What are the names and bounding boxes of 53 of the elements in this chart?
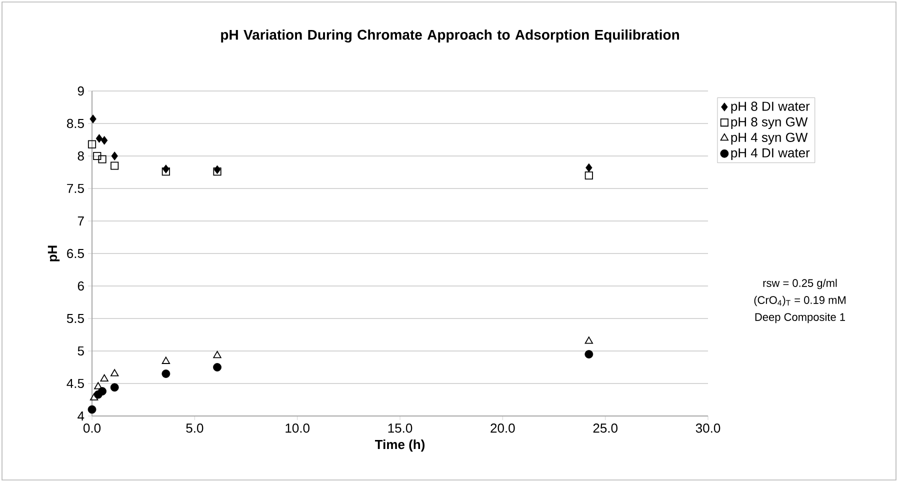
point [584, 350, 594, 358]
x-tick-label: 15.0 [388, 424, 412, 433]
y-tick-label: 8.5 [66, 118, 84, 128]
legend-label: pH 8 syn GW [731, 117, 808, 130]
y-tick-label: 5.5 [66, 314, 84, 324]
point [98, 155, 106, 164]
y-axis-title: pH [48, 246, 60, 262]
text: Deep Composite 1 [755, 312, 845, 324]
point [213, 363, 222, 372]
point [110, 369, 119, 376]
y-tick-label: 7.5 [67, 184, 84, 194]
y-tick-label: 6 [78, 281, 84, 291]
legend-label: pH 4 DI water [731, 148, 810, 160]
point [94, 382, 102, 390]
point [100, 374, 108, 382]
point [100, 136, 108, 145]
point [90, 393, 98, 400]
x-tick-label: 20.0 [490, 424, 515, 433]
y-tick-label: 4 [78, 412, 84, 420]
point [584, 171, 593, 180]
legend-label: pH 4 syn GW [731, 132, 808, 145]
y-tick-label: 5 [78, 346, 84, 356]
point [93, 152, 102, 160]
y-tick-label: 9 [78, 86, 84, 96]
text: rsw = 0.25 g/ml [763, 278, 837, 290]
x-tick-label: 5.0 [186, 424, 204, 433]
point [584, 336, 593, 344]
chart-title: pH Variation During Chromate Approach to Adsorption Equilibration [221, 29, 679, 43]
point [98, 387, 106, 396]
point [162, 370, 170, 378]
x-tick-label: 0.0 [83, 424, 101, 433]
point [110, 162, 119, 170]
x-tick-label: 30.0 [696, 424, 720, 433]
legend-label: pH 8 DI water [731, 102, 810, 114]
point [110, 383, 119, 392]
x-tick-label: 25.0 [593, 424, 618, 433]
y-tick-label: 7 [78, 216, 84, 226]
point [90, 114, 96, 124]
point [88, 405, 96, 414]
y-tick-label: 4.5 [66, 378, 84, 388]
x-tick-label: 10.0 [286, 424, 310, 433]
text: (CrO$_{4}$)$_{T}$ = 0.19 mM [754, 296, 846, 306]
point [162, 168, 170, 176]
point [213, 168, 222, 176]
point [213, 350, 222, 358]
point [586, 163, 592, 172]
point [162, 356, 170, 364]
point [111, 152, 118, 160]
y-tick-label: 6.5 [67, 248, 84, 258]
x-axis-title: Time (h) [374, 440, 425, 452]
point [88, 140, 96, 148]
point [96, 134, 103, 143]
y-tick-label: 8 [78, 151, 84, 161]
